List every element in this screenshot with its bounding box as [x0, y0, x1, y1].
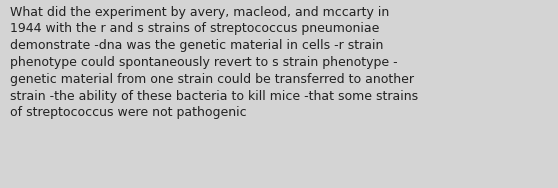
Text: What did the experiment by avery, macleod, and mccarty in
1944 with the r and s : What did the experiment by avery, macleo…: [10, 6, 418, 119]
